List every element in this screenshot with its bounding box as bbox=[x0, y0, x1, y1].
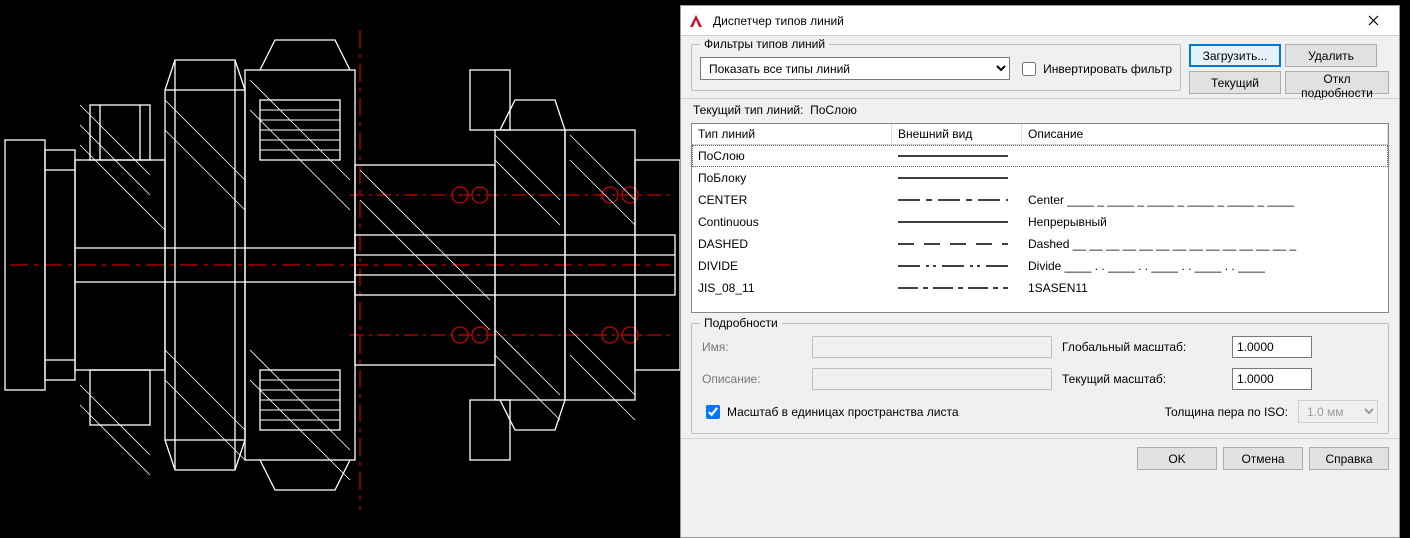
row-preview bbox=[892, 259, 1022, 273]
row-preview bbox=[892, 215, 1022, 229]
row-name: DASHED bbox=[692, 237, 892, 251]
delete-button[interactable]: Удалить bbox=[1285, 44, 1377, 67]
row-preview bbox=[892, 237, 1022, 251]
global-scale-input[interactable] bbox=[1232, 336, 1312, 358]
help-button[interactable]: Справка bbox=[1309, 447, 1389, 470]
current-button[interactable]: Текущий bbox=[1189, 71, 1281, 94]
table-row[interactable]: ПоСлою bbox=[692, 145, 1388, 167]
col-header-appearance[interactable]: Внешний вид bbox=[892, 124, 1022, 144]
row-name: JIS_08_11 bbox=[692, 281, 892, 295]
cad-viewport bbox=[0, 0, 680, 538]
table-row[interactable]: CENTER Center ____ _ ____ _ ____ _ ____ _… bbox=[692, 189, 1388, 211]
filters-group: Фильтры типов линий Показать все типы ли… bbox=[691, 44, 1181, 91]
list-header: Тип линий Внешний вид Описание bbox=[692, 124, 1388, 145]
row-description: Divide ____ . . ____ . . ____ . . ____ .… bbox=[1022, 259, 1388, 273]
linetype-manager-dialog: Диспетчер типов линий Фильтры типов лини… bbox=[680, 5, 1400, 538]
row-name: ПоБлоку bbox=[692, 171, 892, 185]
detail-desc-input bbox=[812, 368, 1052, 390]
paper-units-checkbox[interactable]: Масштаб в единицах пространства листа bbox=[702, 402, 959, 422]
row-description: 1SASEN11 bbox=[1022, 281, 1388, 295]
app-icon bbox=[687, 12, 705, 30]
close-button[interactable] bbox=[1353, 7, 1393, 35]
row-preview bbox=[892, 281, 1022, 295]
details-legend: Подробности bbox=[700, 316, 782, 330]
dialog-bottom-buttons: OK Отмена Справка bbox=[681, 438, 1399, 478]
row-description: Непрерывный bbox=[1022, 215, 1388, 229]
invert-filter-label: Инвертировать фильтр bbox=[1043, 62, 1172, 76]
cancel-button[interactable]: Отмена bbox=[1223, 447, 1303, 470]
filter-select[interactable]: Показать все типы линий bbox=[700, 57, 1010, 80]
dialog-title: Диспетчер типов линий bbox=[713, 14, 1353, 28]
current-linetype-status: Текущий тип линий: ПоСлою bbox=[681, 98, 1399, 119]
row-name: ПоСлою bbox=[692, 149, 892, 163]
current-scale-label: Текущий масштаб: bbox=[1062, 372, 1222, 386]
invert-filter-input[interactable] bbox=[1022, 62, 1036, 76]
linetype-list: Тип линий Внешний вид Описание ПоСлою ПоБ… bbox=[691, 123, 1389, 313]
row-name: DIVIDE bbox=[692, 259, 892, 273]
details-group: Подробности Имя: Глобальный масштаб: Опи… bbox=[691, 323, 1389, 434]
load-button[interactable]: Загрузить... bbox=[1189, 44, 1281, 67]
filters-legend: Фильтры типов линий bbox=[700, 37, 829, 51]
detail-desc-label: Описание: bbox=[702, 372, 802, 386]
detail-name-input bbox=[812, 336, 1052, 358]
row-description: Dashed __ __ __ __ __ __ __ __ __ __ __ … bbox=[1022, 237, 1388, 251]
col-header-name[interactable]: Тип линий bbox=[692, 124, 892, 144]
row-description: Center ____ _ ____ _ ____ _ ____ _ ____ … bbox=[1022, 193, 1388, 207]
row-preview bbox=[892, 149, 1022, 163]
table-row[interactable]: ПоБлоку bbox=[692, 167, 1388, 189]
table-row[interactable]: DASHED Dashed __ __ __ __ __ __ __ __ __ … bbox=[692, 233, 1388, 255]
iso-pen-select: 1.0 мм bbox=[1298, 400, 1378, 423]
titlebar: Диспетчер типов линий bbox=[681, 6, 1399, 36]
list-body[interactable]: ПоСлою ПоБлоку CENTER Center ____ _ ____ _ … bbox=[692, 145, 1388, 312]
invert-filter-checkbox[interactable]: Инвертировать фильтр bbox=[1018, 59, 1172, 79]
row-preview bbox=[892, 193, 1022, 207]
toggle-details-button[interactable]: Откл подробности bbox=[1285, 71, 1389, 94]
current-linetype-value: ПоСлою bbox=[810, 103, 857, 117]
row-name: Continuous bbox=[692, 215, 892, 229]
row-preview bbox=[892, 171, 1022, 185]
table-row[interactable]: DIVIDE Divide ____ . . ____ . . ____ . . … bbox=[692, 255, 1388, 277]
table-row[interactable]: Continuous Непрерывный bbox=[692, 211, 1388, 233]
ok-button[interactable]: OK bbox=[1137, 447, 1217, 470]
current-scale-input[interactable] bbox=[1232, 368, 1312, 390]
current-linetype-label: Текущий тип линий: bbox=[693, 103, 803, 117]
paper-units-label: Масштаб в единицах пространства листа bbox=[727, 405, 959, 419]
paper-units-input[interactable] bbox=[706, 405, 720, 419]
table-row[interactable]: JIS_08_11 1SASEN11 bbox=[692, 277, 1388, 299]
iso-pen-label: Толщина пера по ISO: bbox=[1165, 405, 1288, 419]
col-header-description[interactable]: Описание bbox=[1022, 124, 1388, 144]
detail-name-label: Имя: bbox=[702, 340, 802, 354]
global-scale-label: Глобальный масштаб: bbox=[1062, 340, 1222, 354]
row-name: CENTER bbox=[692, 193, 892, 207]
